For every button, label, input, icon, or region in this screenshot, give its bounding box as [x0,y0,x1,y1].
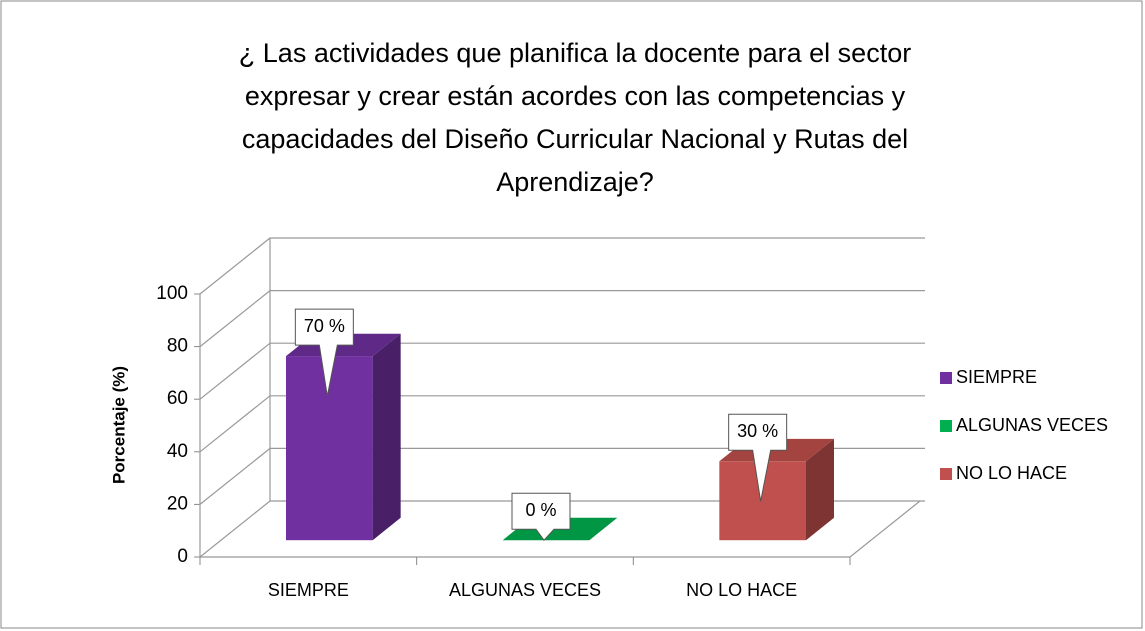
y-axis-label: Porcentaje (%) [109,366,128,484]
data-label: 70 % [304,316,345,336]
legend-swatch [940,420,952,432]
x-tick-label: SIEMPRE [268,580,349,600]
data-label: 0 % [525,500,556,520]
x-tick-label: NO LO HACE [686,580,797,600]
legend-label: ALGUNAS VECES [956,415,1108,435]
legend-swatch [940,468,952,480]
y-tick-label: 20 [167,493,188,514]
y-tick-label: 60 [167,388,188,409]
bar-side [806,438,834,541]
chart-title: Aprendizaje? [496,167,654,197]
chart-title: ¿ Las actividades que planifica la docen… [239,38,911,68]
data-label: 30 % [737,421,778,441]
legend-label: NO LO HACE [956,463,1067,483]
legend-label: SIEMPRE [956,367,1037,387]
chart-title: capacidades del Diseño Curricular Nacion… [242,124,908,154]
x-tick-label: ALGUNAS VECES [449,580,601,600]
chart-title: expresar y crear están acordes con las c… [245,81,906,111]
y-tick-label: 80 [167,336,188,357]
callout [294,308,354,397]
y-tick-label: 40 [167,441,188,462]
callout [728,413,788,502]
bar-side [372,333,401,541]
callout [511,492,571,541]
y-tick-label: 0 [177,546,188,567]
y-tick-label: 100 [156,283,188,304]
legend-swatch [940,372,952,384]
